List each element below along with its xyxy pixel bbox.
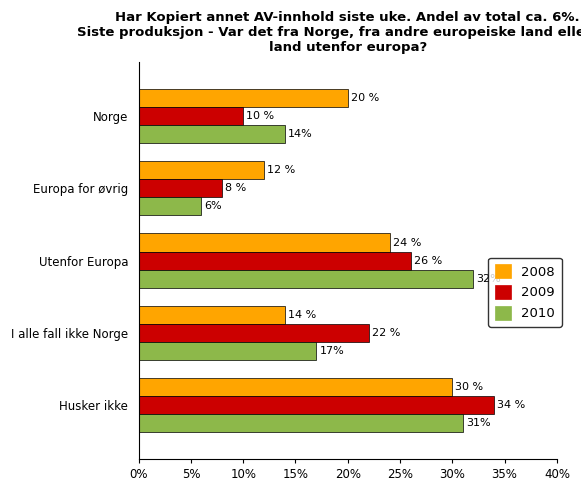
Text: 26 %: 26 %: [414, 255, 442, 266]
Bar: [139, 251, 411, 270]
Text: 32%: 32%: [476, 274, 501, 283]
Legend: 2008, 2009, 2010: 2008, 2009, 2010: [488, 258, 562, 327]
Text: 17%: 17%: [320, 346, 345, 356]
Text: 22 %: 22 %: [372, 328, 400, 338]
Bar: [139, 378, 453, 396]
Text: 31%: 31%: [466, 418, 490, 428]
Bar: [139, 89, 348, 107]
Text: 34 %: 34 %: [497, 400, 526, 410]
Bar: [139, 180, 223, 197]
Bar: [139, 414, 463, 432]
Text: 24 %: 24 %: [393, 238, 421, 247]
Bar: [139, 341, 317, 360]
Text: 30 %: 30 %: [456, 382, 483, 392]
Bar: [139, 324, 369, 341]
Text: 6%: 6%: [205, 201, 222, 212]
Text: 8 %: 8 %: [225, 184, 247, 193]
Text: 14%: 14%: [288, 129, 313, 139]
Bar: [139, 234, 390, 251]
Text: 12 %: 12 %: [267, 165, 296, 175]
Text: 20 %: 20 %: [351, 93, 379, 103]
Bar: [139, 197, 202, 215]
Bar: [139, 125, 285, 143]
Bar: [139, 161, 264, 180]
Bar: [139, 396, 494, 414]
Text: 10 %: 10 %: [246, 111, 274, 122]
Bar: [139, 107, 243, 125]
Bar: [139, 306, 285, 324]
Title: Har Kopiert annet AV-innhold siste uke. Andel av total ca. 6%.
Siste produksjon : Har Kopiert annet AV-innhold siste uke. …: [77, 11, 581, 54]
Text: 14 %: 14 %: [288, 309, 317, 320]
Bar: [139, 270, 474, 288]
